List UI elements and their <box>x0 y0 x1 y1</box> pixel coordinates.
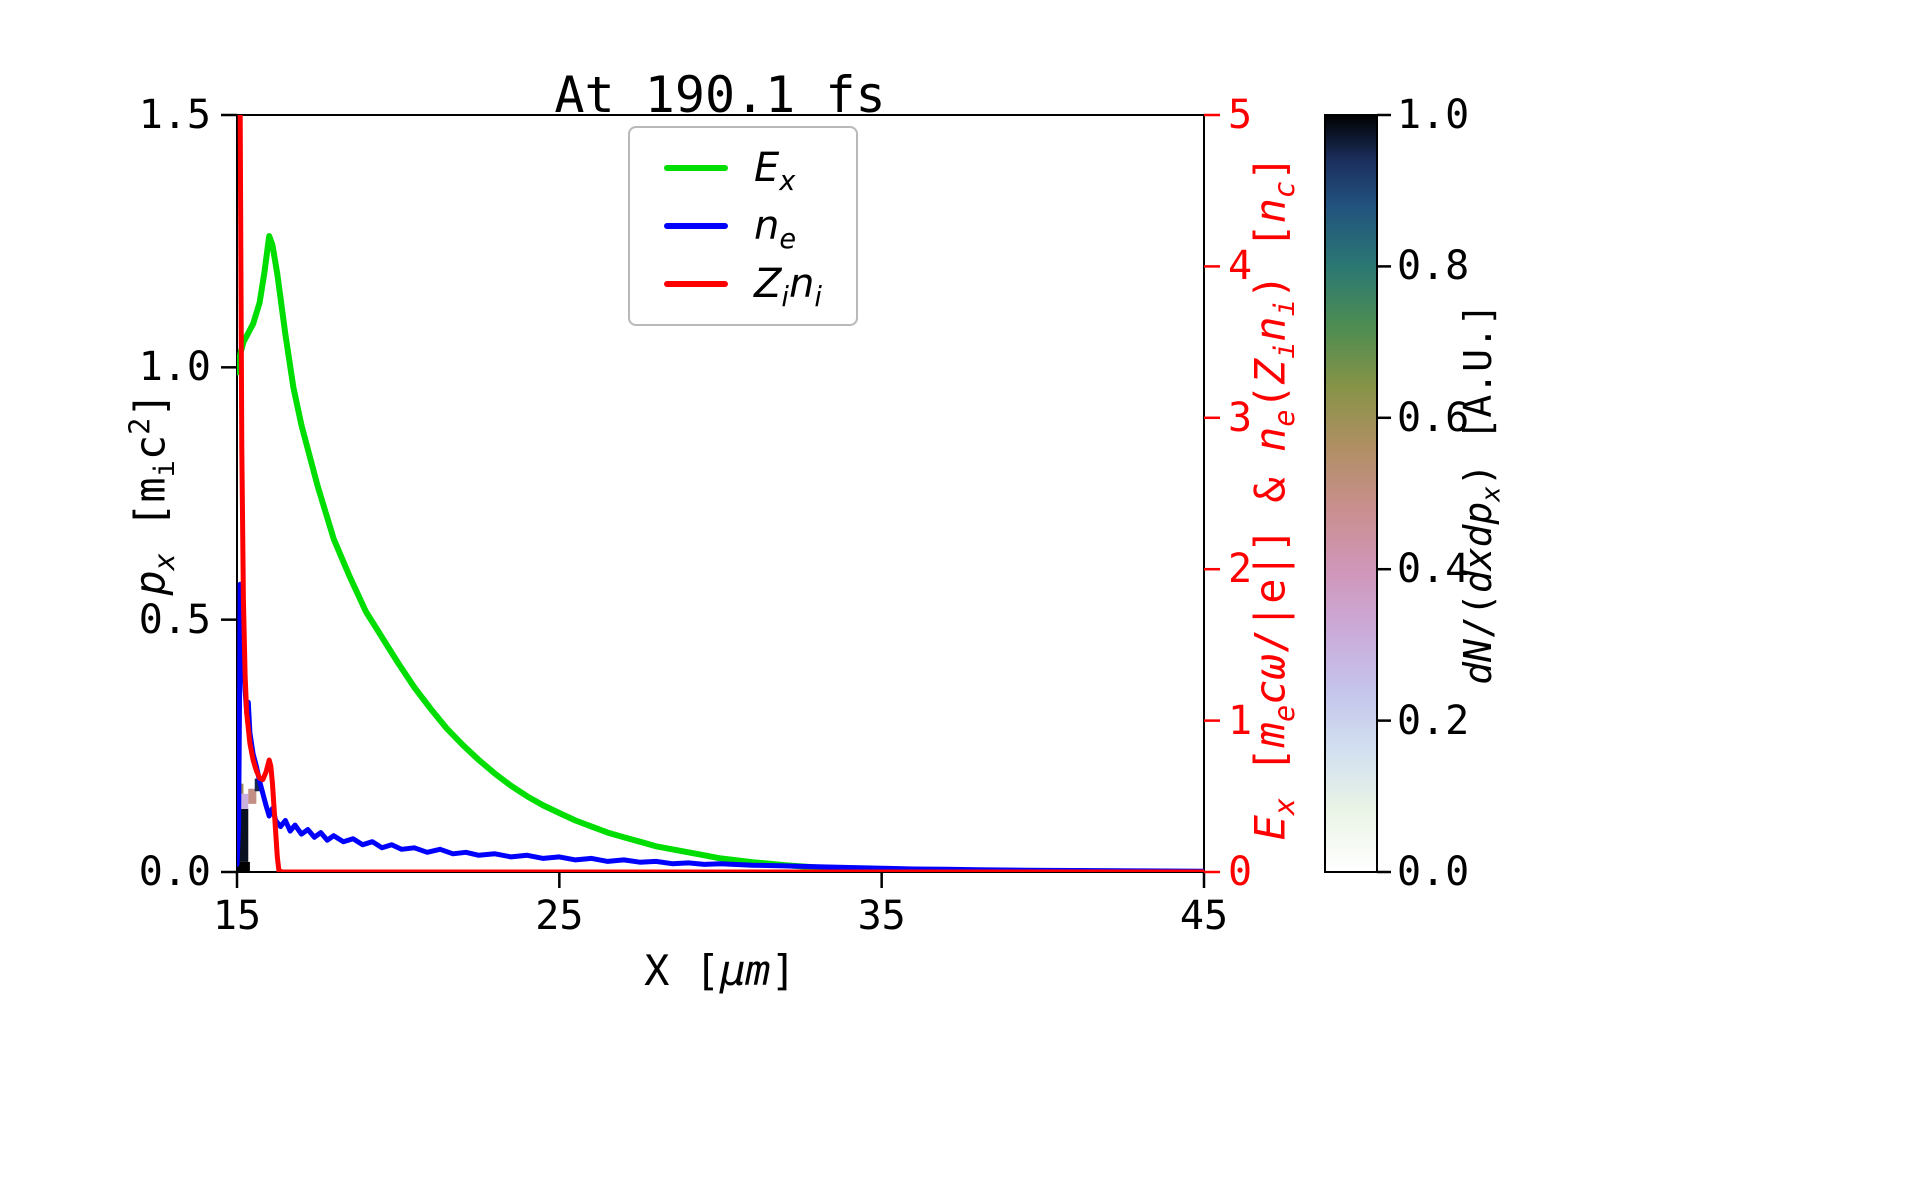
y-right-tick-label: 0 <box>1228 849 1253 895</box>
y-axis-label-left: px [mic2] <box>122 392 181 596</box>
y-right-tick-label: 5 <box>1228 92 1253 138</box>
legend-label: Zini <box>754 261 822 313</box>
y-axis-label-right: Ex [mecω/|e|] & ne(Zini) [nc] <box>1245 155 1301 841</box>
legend-label: ne <box>754 203 797 255</box>
series-line-zini <box>237 115 1204 872</box>
y-left-tick-label: 1.5 <box>138 92 211 138</box>
legend-line-sample <box>664 281 728 287</box>
colorbar-tick-label: 1.0 <box>1397 92 1470 138</box>
histogram-cell <box>237 808 249 862</box>
x-tick-label: 45 <box>1179 893 1229 939</box>
colorbar-label: dN/(dxdpx) [A.U.] <box>1456 303 1507 685</box>
colorbar-tick-label: 0.6 <box>1397 394 1470 441</box>
colorbar-tick-label: 0.0 <box>1397 849 1470 895</box>
legend-item-ne: ne <box>664 203 822 255</box>
legend-line-sample <box>664 223 728 229</box>
legend: Ex ne Zini <box>628 126 858 326</box>
series-line-ne <box>237 581 1204 872</box>
histogram-cell <box>237 793 249 809</box>
y-left-tick-label: 0.0 <box>138 849 211 895</box>
legend-line-sample <box>664 165 728 171</box>
histogram-cell <box>254 778 262 792</box>
y-right-tick-label: 2 <box>1228 546 1253 593</box>
x-tick-label: 25 <box>535 893 584 939</box>
colorbar-tick-label: 0.4 <box>1397 546 1470 593</box>
legend-item-ex: Ex <box>664 145 822 197</box>
x-axis-label: X [μm] <box>644 946 796 995</box>
y-right-tick-label: 3 <box>1228 394 1253 441</box>
series-line-ex <box>237 233 1204 872</box>
x-tick-label: 15 <box>212 893 262 939</box>
colorbar-tick-label: 0.8 <box>1397 243 1470 290</box>
chart-title: At 190.1 fs <box>554 66 886 124</box>
colorbar <box>1324 114 1378 873</box>
histogram-cell <box>248 788 257 804</box>
y-left-tick-label: 1.0 <box>138 344 211 391</box>
y-right-tick-label: 4 <box>1228 243 1253 290</box>
legend-label: Ex <box>754 145 796 197</box>
histogram-cell <box>237 861 250 872</box>
y-left-tick-label: 0.5 <box>138 596 211 643</box>
legend-item-zini: Zini <box>664 261 822 313</box>
colorbar-tick-label: 0.2 <box>1397 697 1470 744</box>
x-tick-label: 35 <box>857 893 906 939</box>
y-right-tick-label: 1 <box>1228 697 1253 744</box>
